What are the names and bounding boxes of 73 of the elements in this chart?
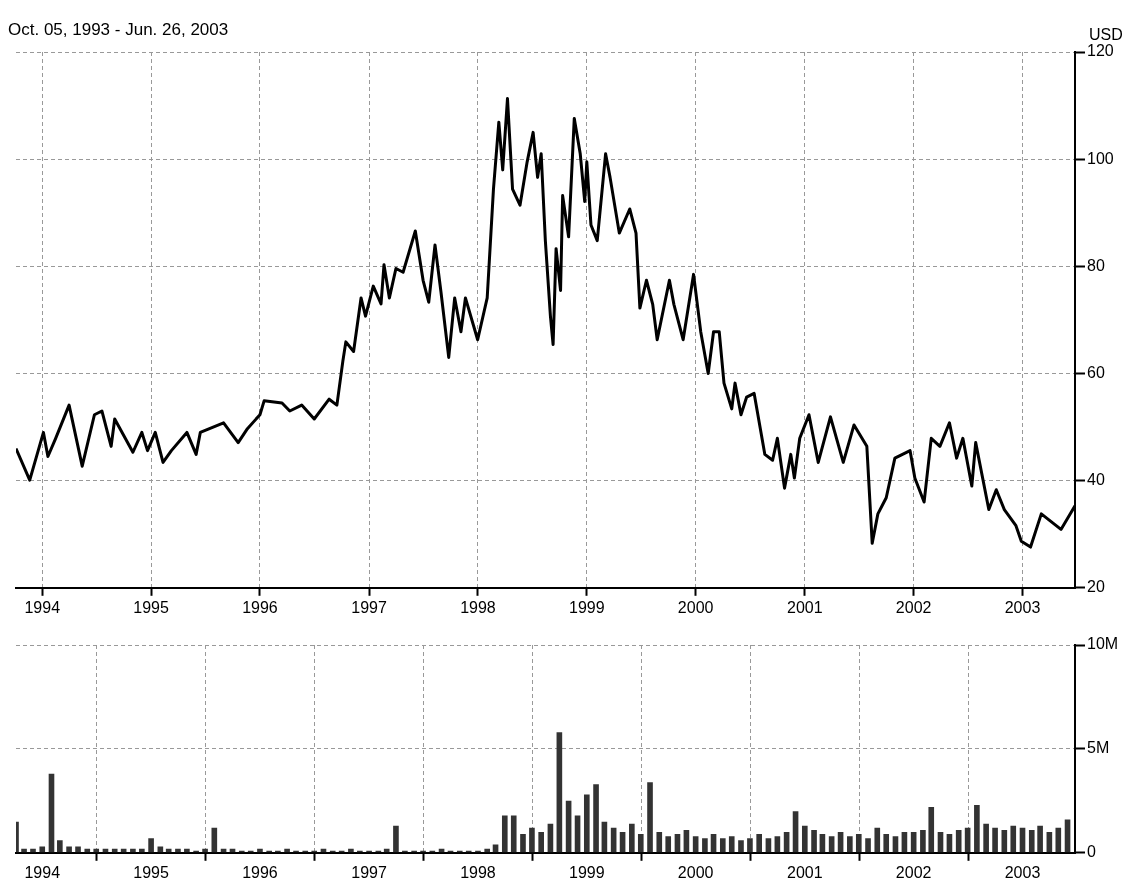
bar (583, 794, 590, 853)
bar (801, 825, 808, 853)
bar (1028, 829, 1035, 853)
bar (39, 846, 46, 853)
bar (66, 846, 72, 853)
bar (647, 782, 653, 853)
bar (855, 834, 862, 853)
x-tick-label: 2000 (677, 598, 714, 616)
bar (529, 827, 535, 853)
chart-title: Oct. 05, 1993 - Jun. 26, 2003 (8, 20, 229, 40)
x-tick-label: 1995 (133, 598, 169, 616)
bar (811, 829, 817, 853)
bar (593, 784, 599, 853)
bar (983, 823, 989, 853)
y-tick-label: 10M (1087, 635, 1119, 653)
bar (57, 840, 63, 853)
x-tick-label: 1996 (242, 863, 278, 881)
x-tick-label: 1997 (351, 863, 387, 881)
x-tick-label: 1994 (24, 598, 61, 616)
x-tick-label: 1995 (133, 863, 169, 881)
bar (148, 838, 154, 853)
x-tick-label: 2003 (1004, 598, 1041, 616)
bar (656, 832, 663, 853)
x-tick-label: 2003 (1004, 863, 1041, 881)
bar (501, 815, 508, 853)
y-tick-label: 0 (1087, 843, 1096, 861)
y-tick-label: 20 (1087, 578, 1105, 596)
x-tick-label: 2001 (787, 863, 823, 881)
x-tick-label: 1998 (460, 598, 496, 616)
bar (874, 827, 881, 853)
bar (756, 834, 762, 853)
bar (1055, 827, 1062, 853)
y-tick-label: 5M (1087, 739, 1110, 757)
x-tick-label: 1994 (24, 863, 61, 881)
x-tick-label: 2000 (677, 863, 714, 881)
x-tick-label: 1996 (242, 598, 278, 616)
bar (883, 834, 890, 853)
y-tick-label: 60 (1087, 363, 1105, 381)
bar (928, 807, 935, 853)
bar (974, 805, 980, 853)
bar (955, 829, 962, 853)
bar (520, 834, 526, 853)
bar (1010, 825, 1017, 853)
y-tick-label: 80 (1087, 256, 1105, 274)
bar (865, 838, 871, 853)
bar (702, 838, 708, 853)
bar (665, 836, 672, 853)
bar (75, 846, 81, 853)
x-tick-label: 1999 (569, 598, 605, 616)
y-tick-label: 100 (1087, 149, 1114, 167)
x-tick-label: 1999 (569, 863, 605, 881)
y-tick-label: 40 (1087, 471, 1105, 489)
bar (747, 838, 753, 853)
bar (629, 823, 635, 853)
bar (510, 815, 517, 853)
bar (847, 836, 853, 853)
x-tick-label: 1997 (351, 598, 387, 616)
x-tick-label: 1998 (460, 863, 496, 881)
bar (920, 829, 926, 853)
x-tick-label: 2001 (787, 598, 823, 616)
bar (728, 836, 735, 853)
bar (992, 827, 998, 853)
bar (637, 834, 644, 853)
x-tick-label: 2002 (895, 863, 932, 881)
y-axis-title: USD (1089, 26, 1123, 44)
bar (1037, 825, 1043, 853)
bar (393, 825, 399, 853)
bar (719, 838, 726, 853)
bar (538, 832, 544, 853)
bar (738, 840, 744, 853)
x-tick-label: 2002 (895, 598, 932, 616)
y-tick-label: 120 (1087, 42, 1114, 60)
bar (492, 844, 499, 853)
